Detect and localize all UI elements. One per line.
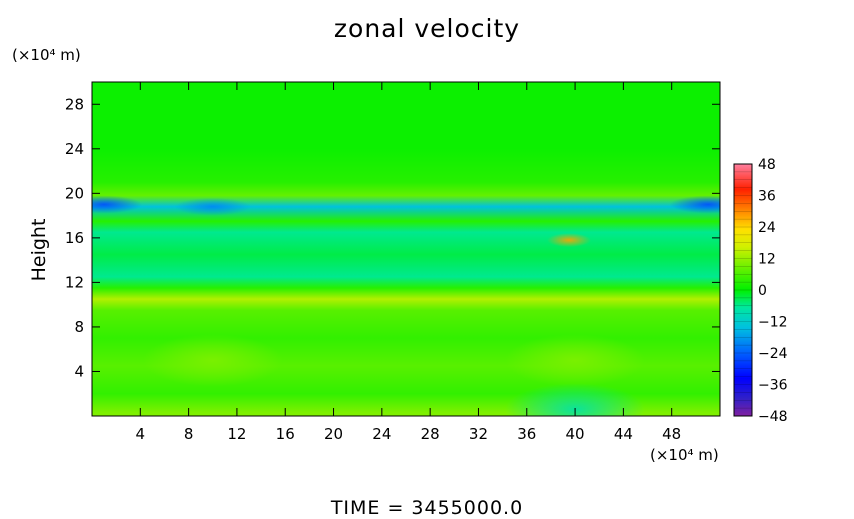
colorbar-tick-label: −12 [758,315,788,331]
x-tick-label: 20 [324,425,343,443]
plot-frame [91,81,721,417]
heatmap-feature [142,334,283,387]
colorbar-tick-label: −36 [758,378,788,394]
x-tick-label: 44 [614,425,633,443]
colorbar-tick-label: 48 [758,157,776,173]
x-tick-label: 32 [469,425,488,443]
x-tick-label: 28 [421,425,440,443]
colorbar: 48 36 24 12 0 −12 −24 −36 −48 [733,157,788,425]
x-tick-label: 4 [136,425,146,443]
heatmap-feature [174,197,251,216]
colorbar-tick-label: −24 [758,346,788,362]
y-tick-label: 16 [65,229,84,247]
y-tick-label: 4 [74,362,84,380]
heatmap-feature [505,383,646,416]
colorbar-tick-label: 0 [758,283,767,299]
y-axis-unit: (×10⁴ m) [12,46,81,64]
y-tick-label: 20 [65,184,84,202]
heatmap-feature [547,233,592,248]
x-tick-label: 24 [372,425,391,443]
y-tick-label: 28 [65,95,84,113]
heatmap-feature [505,334,646,387]
colorbar-tick-label: −48 [758,409,788,425]
x-tick-label: 36 [517,425,536,443]
x-tick-label: 12 [227,425,246,443]
heatmap-feature [92,195,143,214]
x-tick-label: 8 [184,425,194,443]
time-label: TIME = 3455000.0 [330,497,524,519]
x-tick-label: 40 [566,425,585,443]
x-tick-label: 48 [662,425,681,443]
y-tick-label: 8 [74,318,84,336]
chart-title: zonal velocity [333,14,521,43]
y-tick-label: 24 [65,140,84,158]
colorbar-tick-label: 12 [758,252,776,268]
y-tick-label: 12 [65,273,84,291]
colorbar-tick-label: 36 [758,189,776,205]
plot-area [92,82,720,416]
x-axis-unit: (×10⁴ m) [650,446,719,464]
heatmap-feature [669,195,720,214]
colorbar-tick-label: 24 [758,220,776,236]
x-tick-label: 16 [276,425,295,443]
